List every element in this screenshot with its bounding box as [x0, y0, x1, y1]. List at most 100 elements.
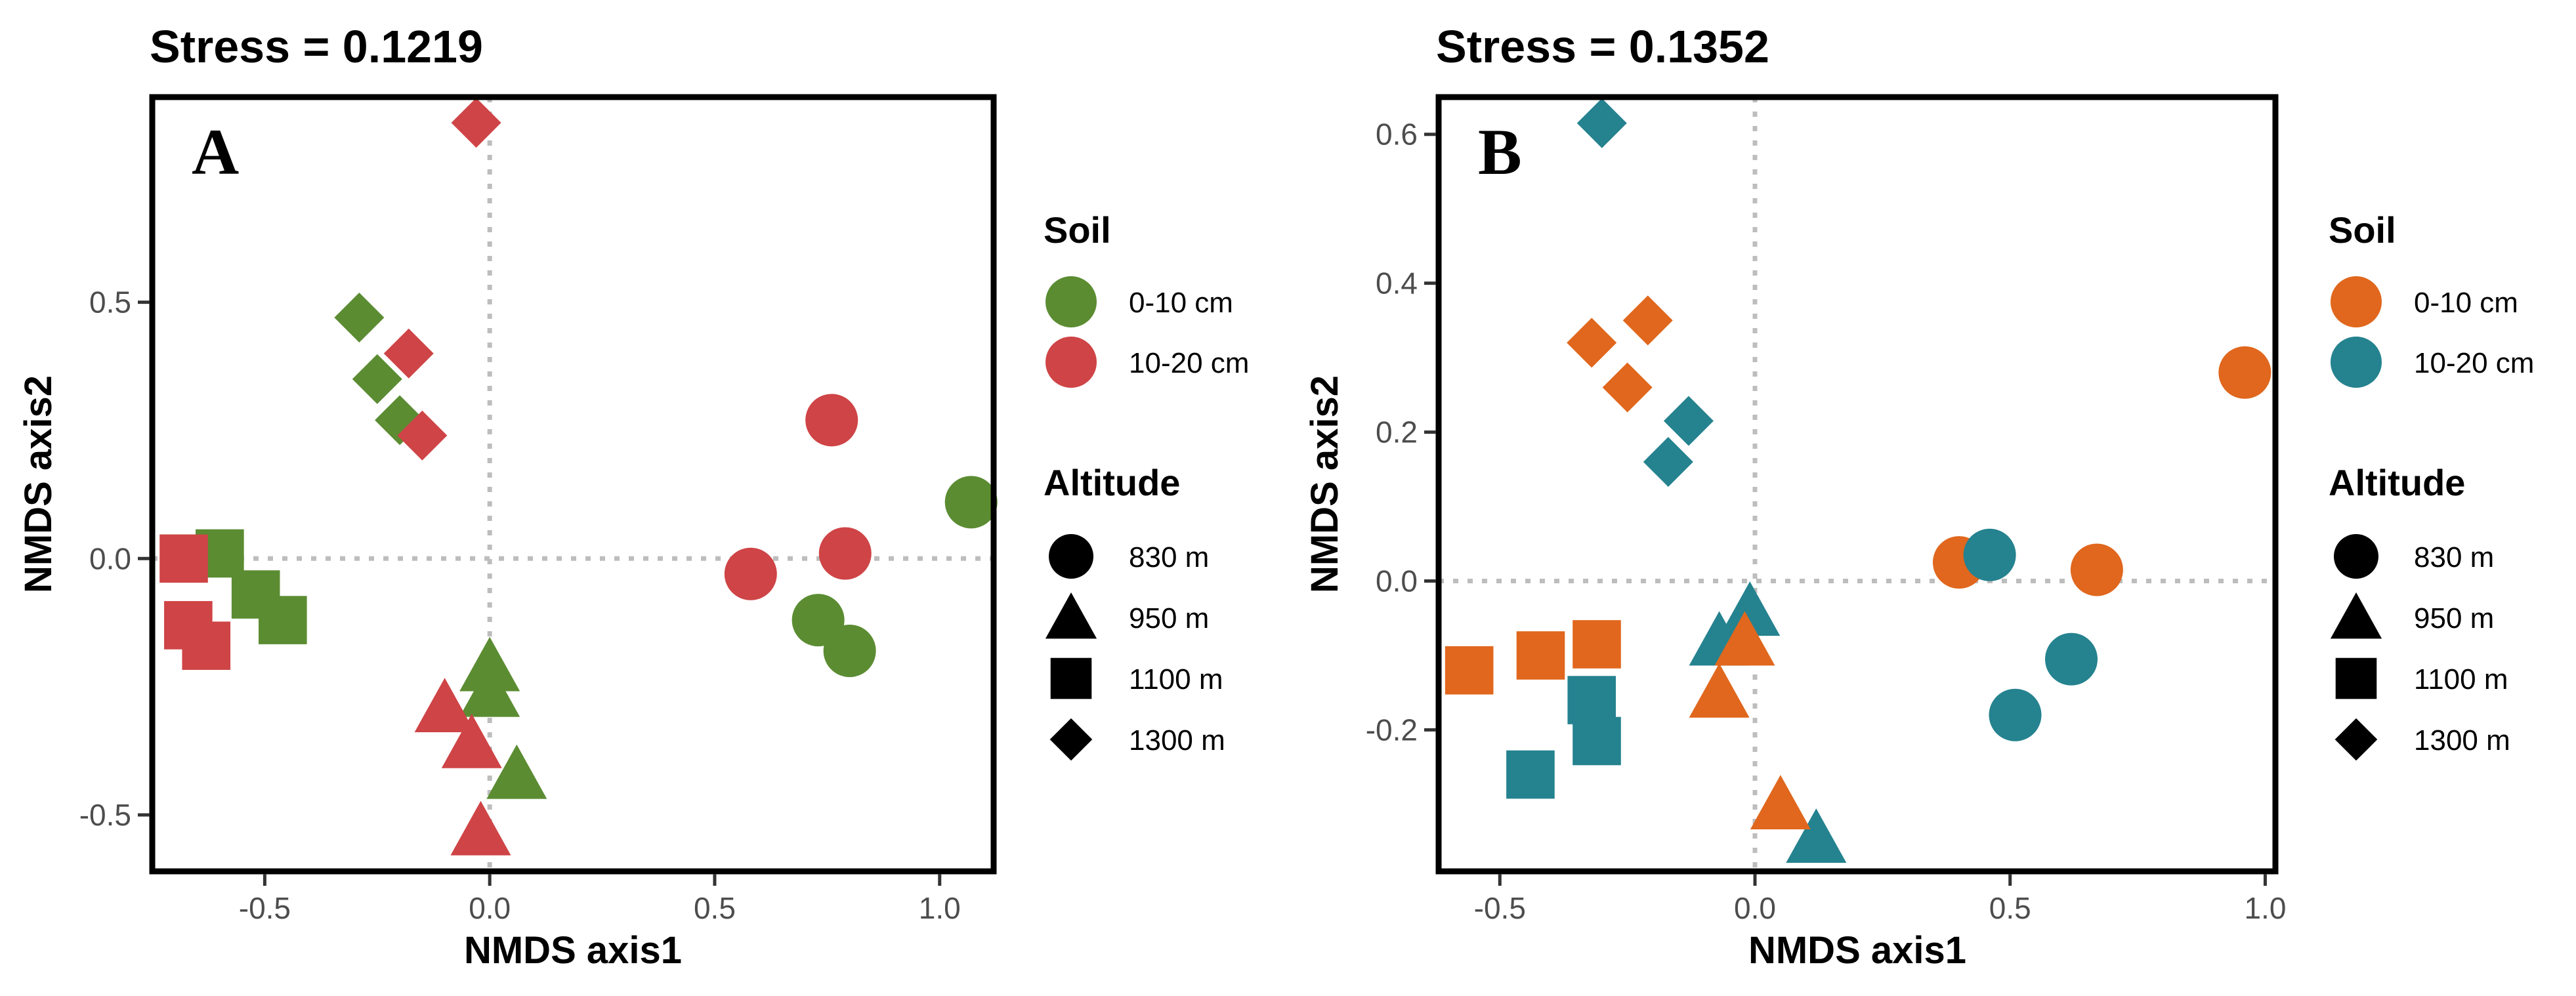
panel-a-point-triangle-16 [441, 713, 502, 768]
panel-b-altitude-legend-key-circle [2334, 534, 2378, 579]
panel-a-point-square-8 [259, 596, 307, 644]
panel-a-point-diamond-5 [397, 410, 448, 461]
panel-b-point-diamond-5 [1643, 436, 1693, 487]
panel-b: Stress = 0.1352 B -0.5 0.0 0.5 1.0 -0.2 0.0 0… [1303, 21, 2534, 972]
panel-a-letter: A [192, 115, 239, 188]
panel-b-point-square-8 [1573, 620, 1621, 669]
panel-a-altitude-legend-key-triangle [1045, 592, 1097, 639]
panel-a-point-circle-19 [818, 527, 872, 580]
panel-b-altitude-legend-label: 1300 m [2414, 724, 2510, 757]
panel-a: Stress = 0.1219 A -0.5 0.0 0.5 1.0 -0.5 0.0 0… [17, 21, 1249, 972]
panel-a-point-triangle-14 [486, 744, 547, 799]
panel-b-x-tick-label: 0.0 [1734, 891, 1776, 925]
panel-a-point-diamond-1 [334, 293, 385, 343]
panel-b-point-square-11 [1506, 750, 1555, 799]
panel-b-point-square-7 [1516, 631, 1565, 680]
panel-a-y-tick-label: -0.5 [79, 798, 131, 832]
panel-b-altitude-legend-title: Altitude [2329, 462, 2465, 503]
panel-a-x-ticks: -0.5 0.0 0.5 1.0 [239, 874, 961, 925]
panel-a-point-diamond-4 [383, 328, 434, 379]
panel-b-soil-legend-key-1 [2331, 337, 2382, 388]
panel-b-point-circle-23 [1989, 688, 2042, 741]
panel-a-point-circle-20 [724, 547, 777, 600]
panel-a-altitude-legend-key-square [1050, 657, 1092, 699]
panel-b-legend: Soil 0-10 cm 10-20 cm Altitude 830 m 950 m 110… [2329, 209, 2534, 761]
panel-a-x-tick-label: 1.0 [919, 891, 961, 925]
panel-a-point-circle-18 [805, 394, 858, 447]
panel-b-y-tick-label: 0.0 [1376, 564, 1418, 598]
panel-b-x-ticks: -0.5 0.0 0.5 1.0 [1474, 874, 2286, 925]
panel-b-x-tick-label: 0.5 [1989, 891, 2031, 925]
panel-b-point-triangle-15 [1714, 611, 1775, 666]
panel-b-reference-lines [1439, 97, 2275, 871]
panel-b-point-square-10 [1573, 716, 1621, 766]
panel-a-altitude-legend-label: 830 m [1129, 541, 1209, 573]
panel-a-soil-legend-label: 0-10 cm [1129, 287, 1233, 319]
panel-a-altitude-legend-label: 1300 m [1129, 724, 1225, 757]
panel-b-point-circle-20 [2070, 543, 2123, 596]
panel-b-y-axis-title: NMDS axis2 [1303, 375, 1346, 593]
panel-b-plot-frame [1435, 94, 2279, 875]
panel-a-soil-legend-key-0 [1045, 276, 1097, 327]
panel-b-point-square-9 [1567, 676, 1616, 724]
panel-a-point-circle-21 [944, 476, 998, 529]
panel-a-x-tick-label: 0.5 [694, 891, 736, 925]
panel-a-x-axis-title: NMDS axis1 [464, 929, 682, 972]
panel-b-y-ticks: -0.2 0.0 0.2 0.4 0.6 [1366, 117, 1436, 747]
panel-b-point-triangle-14 [1786, 808, 1847, 863]
panel-a-point-triangle-17 [450, 800, 511, 856]
panel-a-y-tick-label: 0.0 [89, 541, 131, 575]
panel-b-stress-title: Stress = 0.1352 [1436, 21, 1769, 72]
panel-b-altitude-legend-key-square [2335, 657, 2377, 699]
panel-b-point-triangle-16 [1689, 663, 1750, 718]
panel-b-point-square-6 [1445, 646, 1494, 695]
panel-b-point-circle-22 [2045, 633, 2098, 686]
panel-a-y-axis-title: NMDS axis2 [17, 375, 60, 593]
panel-a-altitude-legend-key-diamond [1049, 718, 1093, 761]
panel-a-point-square-11 [182, 621, 231, 670]
panel-a-x-tick-label: -0.5 [239, 891, 291, 925]
panel-a-y-ticks: -0.5 0.0 0.5 [79, 285, 150, 832]
panel-b-point-circle-21 [1963, 528, 2016, 581]
panel-b-x-tick-label: 1.0 [2244, 891, 2286, 925]
panel-a-stress-title: Stress = 0.1219 [150, 21, 483, 72]
panel-b-y-tick-label: -0.2 [1366, 713, 1418, 747]
panel-b-point-diamond-0 [1576, 98, 1627, 148]
panel-a-point-circle-23 [823, 624, 876, 677]
panel-a-point-triangle-13 [459, 662, 520, 717]
panel-a-legend: Soil 0-10 cm 10-20 cm Altitude 830 m 950 m 110… [1044, 209, 1249, 761]
panel-a-soil-legend-key-1 [1045, 337, 1097, 388]
panel-a-point-triangle-15 [414, 678, 475, 733]
panel-b-altitude-legend-key-diamond [2334, 718, 2378, 761]
panel-a-altitude-legend-label: 950 m [1129, 602, 1209, 634]
panel-b-altitude-legend-label: 1100 m [2414, 663, 2508, 695]
panel-a-reference-lines [152, 97, 994, 871]
panel-a-altitude-legend-label: 1100 m [1129, 663, 1223, 695]
panel-b-point-triangle-17 [1750, 775, 1811, 829]
panel-b-point-triangle-13 [1720, 581, 1781, 636]
panel-a-point-square-9 [159, 534, 208, 583]
panel-b-y-tick-label: 0.6 [1376, 117, 1418, 152]
panel-b-points [1445, 98, 2271, 863]
panel-a-point-diamond-0 [451, 98, 501, 148]
panel-b-letter: B [1478, 115, 1522, 188]
panel-b-x-tick-label: -0.5 [1474, 891, 1526, 925]
panel-a-plot-frame [149, 94, 997, 875]
panel-b-y-tick-label: 0.4 [1376, 266, 1418, 301]
panel-b-soil-legend-label: 0-10 cm [2414, 287, 2518, 319]
panel-b-altitude-legend-label: 950 m [2414, 602, 2494, 634]
panel-a-point-diamond-2 [352, 354, 402, 404]
panel-a-y-tick-label: 0.5 [89, 285, 131, 320]
panel-a-altitude-legend-title: Altitude [1044, 462, 1180, 503]
panel-b-point-diamond-3 [1602, 362, 1653, 413]
panel-b-soil-legend-label: 10-20 cm [2414, 347, 2534, 379]
panel-a-soil-legend-title: Soil [1044, 209, 1111, 251]
panel-a-altitude-legend-key-circle [1049, 534, 1093, 579]
panel-b-x-axis-title: NMDS axis1 [1748, 929, 1966, 972]
panel-b-point-circle-18 [2218, 346, 2271, 399]
panel-a-x-tick-label: 0.0 [469, 891, 511, 925]
panel-b-y-tick-label: 0.2 [1376, 415, 1418, 449]
panel-a-points [159, 98, 998, 856]
panel-b-point-diamond-1 [1567, 318, 1617, 368]
